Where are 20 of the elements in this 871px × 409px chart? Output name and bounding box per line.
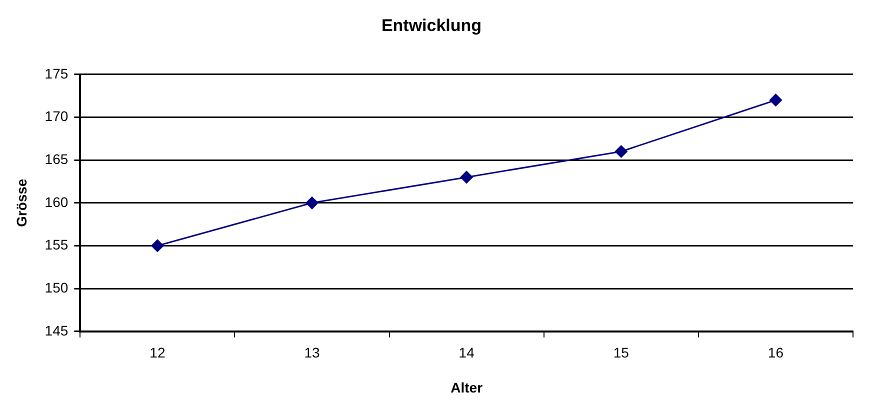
x-axis-title: Alter xyxy=(450,379,484,396)
y-tick-label: 155 xyxy=(44,236,68,253)
point xyxy=(769,94,782,106)
y-tick-label: 145 xyxy=(44,322,68,338)
y-axis-title: Grösse xyxy=(13,178,30,228)
point xyxy=(614,145,628,158)
y-tick-label: 150 xyxy=(44,279,68,296)
point xyxy=(151,239,164,252)
x-tick-label: 13 xyxy=(304,344,320,361)
y-tick-label: 175 xyxy=(44,65,68,82)
y-tick-label: 170 xyxy=(44,108,68,124)
x-tick-label: 14 xyxy=(458,344,475,361)
x-tick-label: 12 xyxy=(150,344,166,361)
y-tick-label: 165 xyxy=(44,150,68,167)
chart-title: Entwicklung xyxy=(381,16,482,35)
point xyxy=(460,170,473,184)
y-tick-label: 160 xyxy=(44,194,68,210)
x-tick-label: 15 xyxy=(613,344,630,361)
x-tick-label: 16 xyxy=(768,344,784,361)
point xyxy=(306,196,318,210)
